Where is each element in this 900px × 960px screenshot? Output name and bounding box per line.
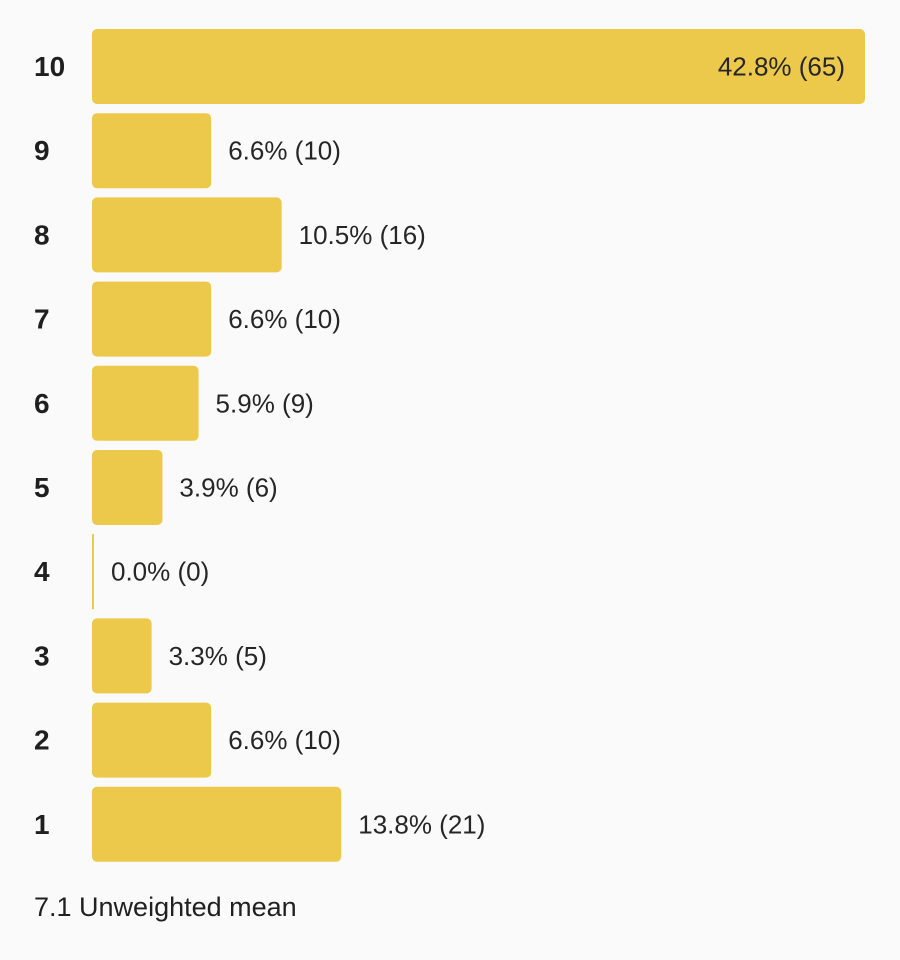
value-label: 6.6% (10): [228, 304, 341, 334]
bar: [92, 786, 342, 862]
value-label: 42.8% (65): [718, 52, 845, 82]
bar: [92, 534, 94, 610]
value-label: 0.0% (0): [111, 557, 209, 587]
bar-chart: 10 42.8% (65) 9 6.6% (10) 8 10.5% (16) 7 6.6% (…: [34, 29, 865, 862]
value-label: 3.3% (5): [169, 641, 267, 671]
row-label: 1: [34, 809, 50, 840]
bar: [92, 702, 212, 778]
row-label: 9: [34, 135, 50, 166]
value-label: 3.9% (6): [179, 473, 277, 503]
bar-row-7: 7 6.6% (10): [34, 281, 341, 357]
bar: [92, 197, 282, 273]
bar-row-1: 1 13.8% (21): [34, 786, 485, 862]
unweighted-mean: 7.1 Unweighted mean: [34, 892, 297, 922]
bar-row-3: 3 3.3% (5): [34, 618, 267, 694]
row-label: 5: [34, 472, 50, 503]
bar: [92, 450, 163, 525]
row-label: 10: [34, 51, 65, 82]
row-label: 8: [34, 219, 50, 250]
bar: [92, 365, 199, 441]
row-label: 6: [34, 388, 50, 419]
bar: [92, 281, 212, 357]
value-label: 5.9% (9): [216, 388, 314, 418]
bar-row-9: 9 6.6% (10): [34, 113, 341, 189]
row-label: 4: [34, 556, 50, 587]
row-label: 2: [34, 725, 50, 756]
bar-row-4: 4 0.0% (0): [34, 534, 209, 610]
row-label: 7: [34, 304, 50, 335]
bar: [92, 113, 212, 189]
bar-row-6: 6 5.9% (9): [34, 365, 314, 441]
value-label: 6.6% (10): [228, 136, 341, 166]
row-label: 3: [34, 640, 50, 671]
value-label: 6.6% (10): [228, 725, 341, 755]
bar: [92, 618, 152, 694]
value-label: 10.5% (16): [299, 220, 426, 250]
value-label: 13.8% (21): [358, 809, 485, 839]
bar: [92, 29, 865, 104]
bar-row-2: 2 6.6% (10): [34, 702, 341, 778]
bar-row-10: 10 42.8% (65): [34, 29, 865, 104]
bar-row-8: 8 10.5% (16): [34, 197, 426, 273]
bar-row-5: 5 3.9% (6): [34, 450, 278, 525]
